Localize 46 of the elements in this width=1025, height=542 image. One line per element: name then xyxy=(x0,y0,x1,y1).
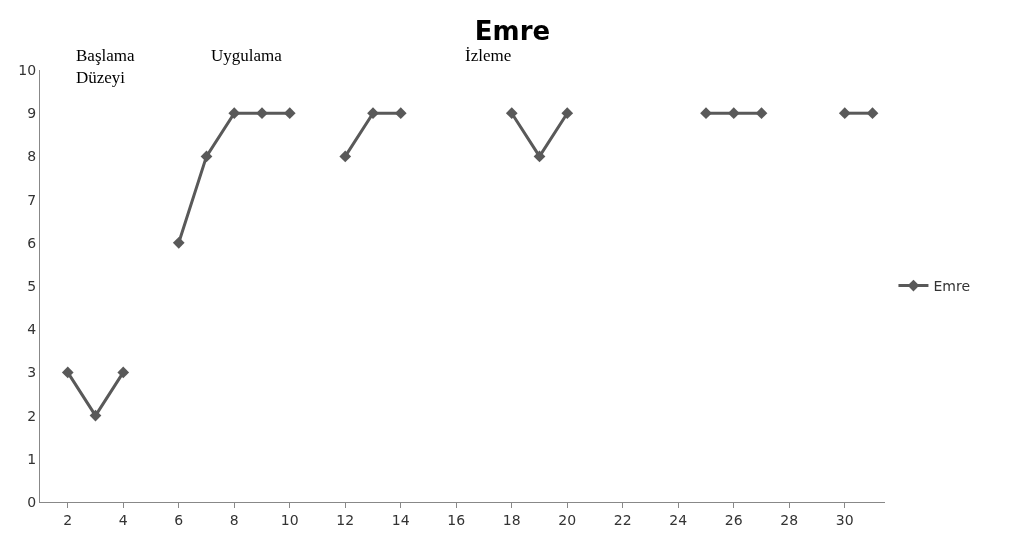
text: Uygulama xyxy=(211,46,283,65)
x-tick-label: 20 xyxy=(558,511,577,528)
x-tick-label: 2 xyxy=(63,511,73,528)
point xyxy=(172,236,185,249)
x-tick-label: 24 xyxy=(669,511,688,528)
y-tick-label: 3 xyxy=(27,364,37,381)
y-tick-label: 5 xyxy=(27,277,37,294)
point xyxy=(367,107,379,120)
y-tick-label: 6 xyxy=(27,234,37,251)
x-tick-label: 28 xyxy=(780,511,799,528)
y-tick-label: 9 xyxy=(27,105,37,122)
x-tick-label: 22 xyxy=(613,511,632,528)
y-tick-label: 0 xyxy=(27,493,37,510)
x-tick-label: 6 xyxy=(174,511,184,528)
point xyxy=(505,107,518,120)
point xyxy=(61,366,74,379)
chart-title: Emre xyxy=(474,15,551,46)
y-tick-label: 4 xyxy=(27,321,37,338)
point xyxy=(200,150,213,163)
point xyxy=(700,107,712,120)
annotation: Başlama Düzeyi xyxy=(76,46,135,88)
y-tick-label: 2 xyxy=(27,407,37,424)
x-tick-label: 14 xyxy=(391,511,410,528)
x-tick-label: 8 xyxy=(229,511,239,528)
point xyxy=(533,150,546,163)
point xyxy=(866,107,879,120)
x-tick-label: 18 xyxy=(502,511,521,528)
point xyxy=(117,366,130,379)
y-tick-label: 8 xyxy=(27,148,37,165)
y-tick-label: 1 xyxy=(27,450,37,467)
point xyxy=(339,150,352,163)
point xyxy=(755,107,768,120)
text: İzleme xyxy=(465,46,512,65)
x-tick-label: 16 xyxy=(447,511,466,528)
x-tick-label: 12 xyxy=(336,511,355,528)
x-tick-label: 26 xyxy=(724,511,743,528)
y-tick-label: 10 xyxy=(18,61,37,78)
point xyxy=(256,107,268,120)
x-tick-label: 10 xyxy=(280,511,299,528)
legend-label: Emre xyxy=(933,278,970,295)
point xyxy=(838,107,851,120)
point xyxy=(89,409,102,422)
x-tick-label: 30 xyxy=(835,511,854,528)
x-tick-label: 4 xyxy=(118,511,128,528)
y-tick-label: 7 xyxy=(27,191,37,208)
point xyxy=(561,107,574,120)
